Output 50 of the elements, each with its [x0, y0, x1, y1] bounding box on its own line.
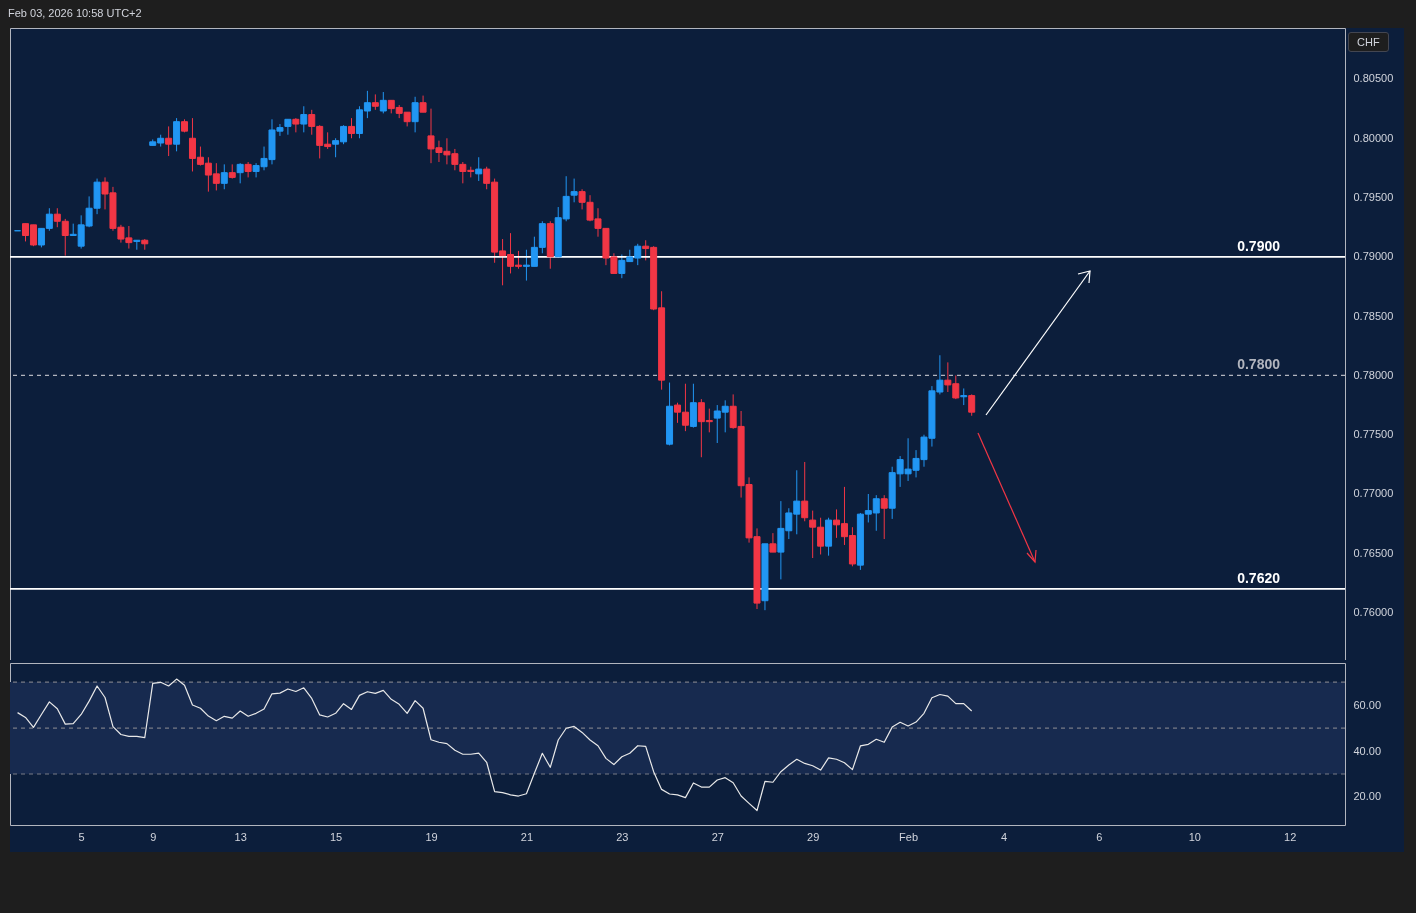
candlestick	[769, 532, 777, 553]
candlestick	[689, 383, 697, 429]
x-tick-label: 19	[425, 830, 438, 843]
candlestick	[165, 125, 173, 157]
candlestick	[570, 178, 578, 203]
y-tick-label: 60.00	[1353, 698, 1382, 711]
x-tick-label: 13	[234, 830, 247, 843]
candlestick	[173, 117, 181, 152]
x-tick-label: 4	[1000, 830, 1008, 843]
y-tick-label: 0.79500	[1353, 191, 1394, 204]
candlestick	[284, 118, 292, 136]
candlestick	[348, 117, 355, 139]
ref-line-label: 0.7800	[1237, 356, 1281, 373]
x-tick-label: 15	[329, 830, 343, 843]
candlestick	[880, 494, 888, 540]
y-tick-label: 0.77000	[1353, 487, 1394, 500]
x-tick-label: 27	[711, 830, 724, 843]
ref-line-label: 0.7620	[1237, 569, 1281, 586]
x-tick-label: 12	[1284, 830, 1297, 843]
y-tick-label: 0.79000	[1353, 250, 1394, 263]
y-tick-label: 0.80500	[1353, 72, 1394, 85]
y-tick-label: 0.77500	[1353, 428, 1394, 441]
candlestick	[300, 105, 308, 133]
x-tick-label: 9	[150, 830, 157, 843]
x-tick-label: 21	[520, 830, 534, 843]
y-axis-title: CHF	[1348, 32, 1389, 52]
x-tick-label: Feb	[899, 830, 919, 843]
y-tick-label: 40.00	[1353, 744, 1382, 757]
x-tick-label: 6	[1096, 830, 1103, 843]
x-tick-label: 10	[1188, 830, 1201, 843]
candlestick	[236, 162, 244, 184]
candlestick	[411, 96, 419, 133]
y-tick-label: 0.78000	[1353, 368, 1394, 381]
candlestick	[968, 393, 976, 417]
x-tick-label: 29	[807, 830, 820, 843]
candlestick	[475, 156, 483, 182]
x-tick-label: 23	[616, 830, 629, 843]
y-tick-label: 20.00	[1353, 790, 1382, 803]
y-tick-label: 0.76000	[1353, 606, 1394, 619]
y-tick-label: 0.80000	[1353, 131, 1394, 144]
candlestick	[379, 91, 387, 114]
x-tick-label: 5	[78, 830, 85, 843]
candlestick	[244, 161, 252, 178]
text: Feb 03, 2026 10:58 UTC+2	[8, 7, 142, 19]
candlestick	[801, 461, 809, 522]
y-tick-label: 0.76500	[1353, 546, 1394, 559]
y-tick-label: 0.78500	[1353, 309, 1394, 322]
candlestick	[220, 163, 228, 190]
line-series	[16, 678, 973, 812]
ref-line-label: 0.7900	[1237, 237, 1281, 254]
